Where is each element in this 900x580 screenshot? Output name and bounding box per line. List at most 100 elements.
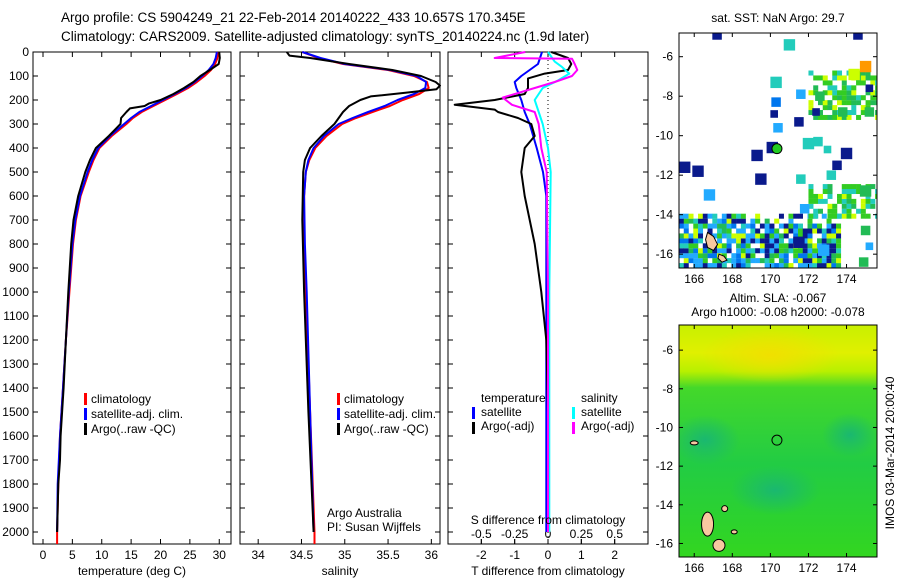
sst-cell (808, 203, 814, 209)
sst-cell (836, 263, 842, 268)
sst-cell (783, 243, 789, 249)
sst-cell (832, 213, 838, 219)
title-line-2: Climatology: CARS2009. Satellite-adjuste… (61, 29, 589, 44)
sst-cell (679, 161, 691, 173)
sst-cell (688, 243, 694, 249)
legend-swatch-satellite (84, 408, 87, 420)
sst-cell (764, 258, 770, 264)
sst-cell (688, 233, 694, 239)
lon-tick-label: 166 (684, 272, 704, 286)
sst-cell (793, 258, 799, 264)
sst-cell (726, 238, 732, 244)
sst-cell (841, 90, 847, 96)
sst-cell (812, 108, 820, 116)
sst-cell (851, 95, 857, 101)
sst-cell (793, 248, 799, 254)
sst-cell (707, 213, 713, 219)
sst-cell (712, 213, 718, 219)
sst-cell (841, 80, 847, 86)
sst-cell (875, 100, 877, 106)
y-tick-label: 0 (22, 45, 29, 59)
sst-cell (751, 149, 763, 162)
sst-cell (813, 213, 819, 219)
sst-cell (712, 218, 718, 224)
sst-cell (750, 233, 756, 239)
sst-cell (851, 110, 857, 116)
sst-cell (846, 203, 852, 209)
sst-cell (840, 147, 853, 160)
sst-cell (755, 233, 761, 239)
sst-cell (721, 253, 727, 259)
sst-cell (865, 70, 871, 76)
sst-cell (837, 90, 843, 96)
argo-position-marker (771, 434, 783, 446)
sst-cell (860, 75, 866, 81)
sst-cell (688, 218, 694, 224)
sst-cell (827, 189, 833, 195)
sst-cell (836, 253, 842, 259)
sst-cell (827, 90, 833, 96)
sst-cell (851, 213, 857, 219)
sst-cell (796, 174, 806, 184)
sst-cell (793, 253, 799, 259)
sst-cell (836, 248, 842, 254)
sst-cell (860, 203, 866, 209)
sst-cell (698, 238, 704, 244)
sst-cell (831, 258, 837, 264)
sst-cell (770, 110, 778, 118)
sst-cell (745, 263, 751, 268)
sst-cell (683, 238, 689, 244)
sst-cell (848, 68, 860, 81)
sst-cell (783, 233, 789, 239)
sst-cell (698, 263, 704, 268)
sst-cell (875, 213, 877, 219)
sst-cell (736, 233, 742, 239)
sst-cell (679, 238, 684, 244)
sst-cell (836, 223, 842, 229)
sst-cell (788, 213, 794, 219)
sst-cell (764, 233, 770, 239)
sst-cell (726, 213, 732, 219)
sla-map-title: Altim. SLA: -0.067 (730, 291, 827, 305)
legend-label: Argo(..raw -QC) (344, 422, 429, 436)
sst-cell (836, 233, 842, 239)
sst-cell (812, 258, 818, 264)
sst-cell (832, 75, 838, 81)
sst-cell (836, 228, 842, 234)
sst-cell (821, 258, 827, 264)
sst-map: 166 168 170 172 174 -6 -8 -10 -12 -14 -16 (656, 32, 878, 286)
legend-swatch-argo (337, 423, 340, 435)
x-tick-label: 25 (183, 548, 197, 562)
legend-swatch-s-satellite (572, 407, 575, 419)
sst-cell (736, 253, 742, 259)
sst-cell (679, 218, 684, 224)
lon-tick-label: 172 (798, 272, 818, 286)
sst-cell (841, 208, 847, 214)
sst-cell (826, 238, 832, 244)
sst-cell (740, 233, 746, 239)
sst-cell (860, 225, 871, 236)
sst-cell (745, 248, 751, 254)
sst-cell (712, 223, 718, 229)
series-line-t-argo-adj- (453, 51, 573, 532)
sst-cell (875, 193, 877, 199)
sst-cell (827, 208, 833, 214)
sst-cell (807, 238, 813, 244)
sst-cell (698, 218, 704, 224)
y-tick-label: 1000 (2, 285, 29, 299)
sst-cell (807, 253, 813, 259)
sst-map-title: sat. SST: NaN Argo: 29.7 (711, 11, 845, 25)
sst-cell (745, 238, 751, 244)
x-tick-label: 0 (545, 548, 552, 562)
sst-cell (783, 248, 789, 254)
sst-cell (721, 248, 727, 254)
sst-cell (808, 105, 814, 111)
sst-cell (769, 233, 775, 239)
sst-cell (846, 184, 852, 190)
s-tick-label: 0.25 (570, 527, 594, 541)
sst-cell (822, 80, 828, 86)
sst-cell (717, 223, 723, 229)
sst-cell (817, 114, 823, 120)
map-frame (678, 324, 878, 558)
lat-tick-label: -12 (656, 168, 674, 182)
